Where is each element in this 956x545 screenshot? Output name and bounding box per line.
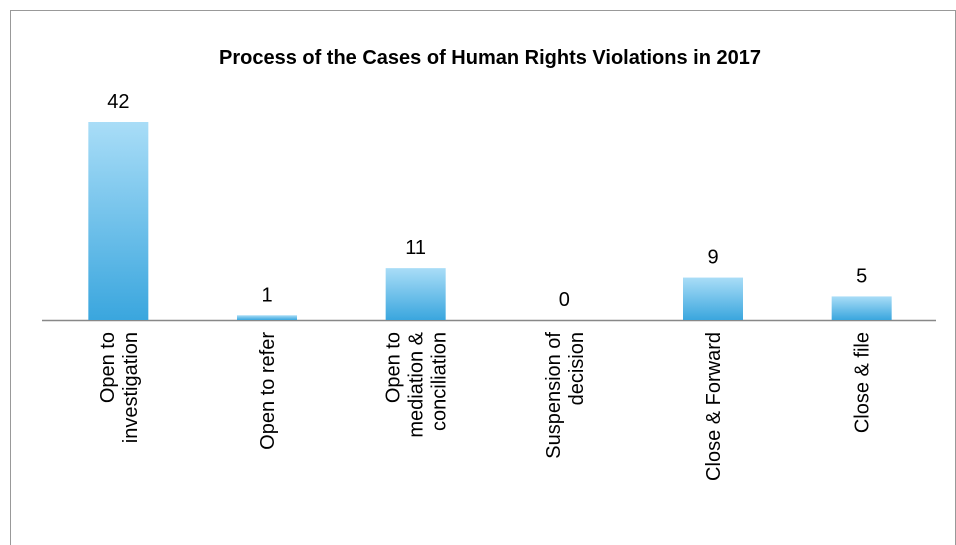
- bar: [88, 122, 149, 320]
- bar: [683, 277, 743, 320]
- x-tick-label: Open to refer: [257, 332, 279, 450]
- x-tick-label: Open toinvestigation: [97, 332, 142, 443]
- frame: [10, 10, 956, 545]
- x-tick-label: Close & Forward: [703, 332, 725, 481]
- value-label: 5: [856, 265, 867, 287]
- x-tick-label: Close & file: [852, 332, 874, 433]
- bar: [831, 296, 892, 320]
- x-tick-label: Suspension ofdecision: [543, 332, 588, 459]
- chart-title: Process of the Cases of Human Rights Vio…: [219, 47, 761, 69]
- bar: [237, 315, 297, 320]
- value-label: 9: [707, 247, 718, 269]
- value-label: 0: [559, 289, 570, 311]
- bar: [385, 268, 446, 320]
- value-label: 11: [405, 237, 426, 259]
- value-label: 1: [261, 284, 272, 306]
- x-tick-label: Open tomediation &conciliation: [383, 331, 451, 437]
- value-label: 42: [107, 91, 129, 113]
